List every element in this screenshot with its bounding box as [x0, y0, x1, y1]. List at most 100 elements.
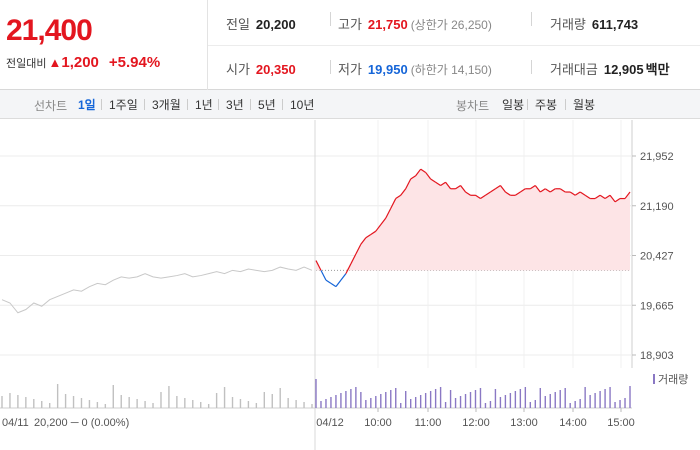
- prev-day-info: 20,200 ─ 0 (0.00%): [34, 417, 129, 429]
- tab-1d[interactable]: 1일: [78, 98, 96, 112]
- series-segment-today: [385, 208, 392, 219]
- divider: [282, 99, 283, 110]
- tab-monthly-candle[interactable]: 월봉: [573, 98, 596, 112]
- series-segment-today: [515, 191, 521, 196]
- series-segment-today: [539, 188, 546, 193]
- series-segment-today: [395, 194, 402, 200]
- stat-low: 저가 19,950 (하한가 14,150): [338, 59, 492, 78]
- current-price: 21,400: [6, 14, 93, 47]
- series-segment-today: [355, 243, 362, 255]
- y-tick-label: 21,952: [640, 151, 674, 163]
- stat-label: 전일: [226, 17, 250, 32]
- divider: [187, 99, 188, 110]
- divider: [531, 60, 532, 74]
- x-tick-label: 14:00: [559, 417, 587, 429]
- x-tick-label: 10:00: [364, 417, 392, 429]
- tab-3y[interactable]: 3년: [226, 98, 244, 112]
- stat-value: 21,750: [367, 17, 408, 32]
- series-segment-today: [490, 188, 496, 193]
- series-segment-today: [350, 253, 357, 265]
- stat-volume: 거래량 611,743: [550, 14, 638, 33]
- tab-daily-candle[interactable]: 일봉: [502, 98, 525, 112]
- volume-legend-swatch: [653, 374, 655, 384]
- volume-bars: 거래량: [0, 373, 688, 409]
- y-axis: 21,952 21,190 20,427 19,665 18,903: [632, 151, 674, 362]
- divider: [250, 99, 251, 110]
- change-value: 1,200: [61, 54, 99, 71]
- series-segment-today: [559, 188, 566, 193]
- stat-sub: (상한가 26,250): [410, 18, 492, 32]
- tab-5y[interactable]: 5년: [258, 98, 276, 112]
- series-segment-today: [375, 224, 382, 232]
- divider: [330, 60, 331, 74]
- tab-weekly-candle[interactable]: 주봉: [535, 98, 558, 112]
- series-segment-today: [495, 184, 501, 190]
- series-segment-today: [415, 168, 422, 177]
- series-segment-today: [365, 233, 372, 239]
- stat-label: 저가: [338, 62, 362, 77]
- series-segment-today: [340, 273, 347, 281]
- y-tick-label: 20,427: [640, 251, 674, 263]
- stat-high: 고가 21,750 (상한가 26,250): [338, 14, 492, 33]
- price-chart: 21,952 21,190 20,427 19,665 18,903 거래량 04/11…: [0, 120, 688, 450]
- series-segment-today: [579, 191, 586, 196]
- stat-label: 거래대금: [550, 62, 598, 77]
- divider: [565, 99, 566, 110]
- up-area-fill: [316, 169, 630, 271]
- series-segment-today: [370, 230, 377, 235]
- series-segment-today: [520, 188, 526, 193]
- stat-value: 20,200: [255, 17, 296, 32]
- tab-1y[interactable]: 1년: [195, 98, 213, 112]
- series-segment-today: [345, 263, 352, 274]
- series-segment-today: [505, 191, 511, 196]
- y-tick-label: 19,665: [640, 300, 674, 312]
- series-segment-today: [460, 185, 467, 193]
- series-segment-today: [609, 194, 616, 203]
- stat-label: 시가: [226, 62, 250, 77]
- x-tick-label: 15:00: [607, 417, 635, 429]
- price-lines: [1, 168, 631, 314]
- tab-1w[interactable]: 1주일: [109, 98, 138, 112]
- stat-sub: (하한가 14,150): [410, 63, 492, 77]
- series-segment-today: [325, 279, 332, 284]
- grid-lines: [0, 120, 633, 450]
- tab-10y[interactable]: 10년: [290, 98, 315, 112]
- series-segment-today: [360, 237, 367, 245]
- candle-chart-label: 봉차트: [456, 99, 490, 113]
- series-segment-today: [614, 198, 621, 203]
- divider: [144, 99, 145, 110]
- stat-prev-close: 전일 20,200: [226, 14, 296, 33]
- up-arrow-icon: ▲: [48, 55, 62, 70]
- series-segment-today: [534, 185, 541, 193]
- series-segment-today: [445, 181, 452, 190]
- stat-open: 시가 20,350: [226, 59, 296, 78]
- stat-value: 12,905: [603, 62, 644, 77]
- stat-value: 19,950: [367, 62, 408, 77]
- volume-legend-label: 거래량: [658, 373, 688, 386]
- divider: [208, 45, 700, 46]
- series-segment-today: [410, 175, 417, 180]
- series-segment-today: [320, 270, 327, 281]
- series-segment-today: [569, 191, 576, 196]
- series-segment-today: [624, 191, 631, 199]
- tab-3m[interactable]: 3개월: [152, 98, 181, 112]
- series-segment-today: [544, 188, 551, 193]
- series-segment-today: [440, 181, 446, 187]
- divider: [101, 99, 102, 110]
- series-segment-today: [405, 178, 412, 190]
- series-segment-today: [599, 194, 606, 200]
- x-tick-label: 11:00: [415, 417, 442, 429]
- series-segment-today: [390, 198, 397, 209]
- series-segment-today: [380, 217, 387, 226]
- series-segment-today: [594, 194, 601, 200]
- series-segment-today: [604, 194, 611, 200]
- stat-value: 20,350: [255, 62, 296, 77]
- x-tick-label: 04/11: [2, 417, 29, 429]
- series-segment-today: [475, 194, 481, 200]
- divider: [527, 99, 528, 110]
- stat-value: 611,743: [591, 17, 639, 32]
- change-label: 전일대비: [6, 58, 47, 70]
- x-tick-label: 13:00: [510, 417, 538, 429]
- line-chart-label: 선차트: [34, 99, 68, 113]
- series-line-prev-day: [1, 266, 313, 314]
